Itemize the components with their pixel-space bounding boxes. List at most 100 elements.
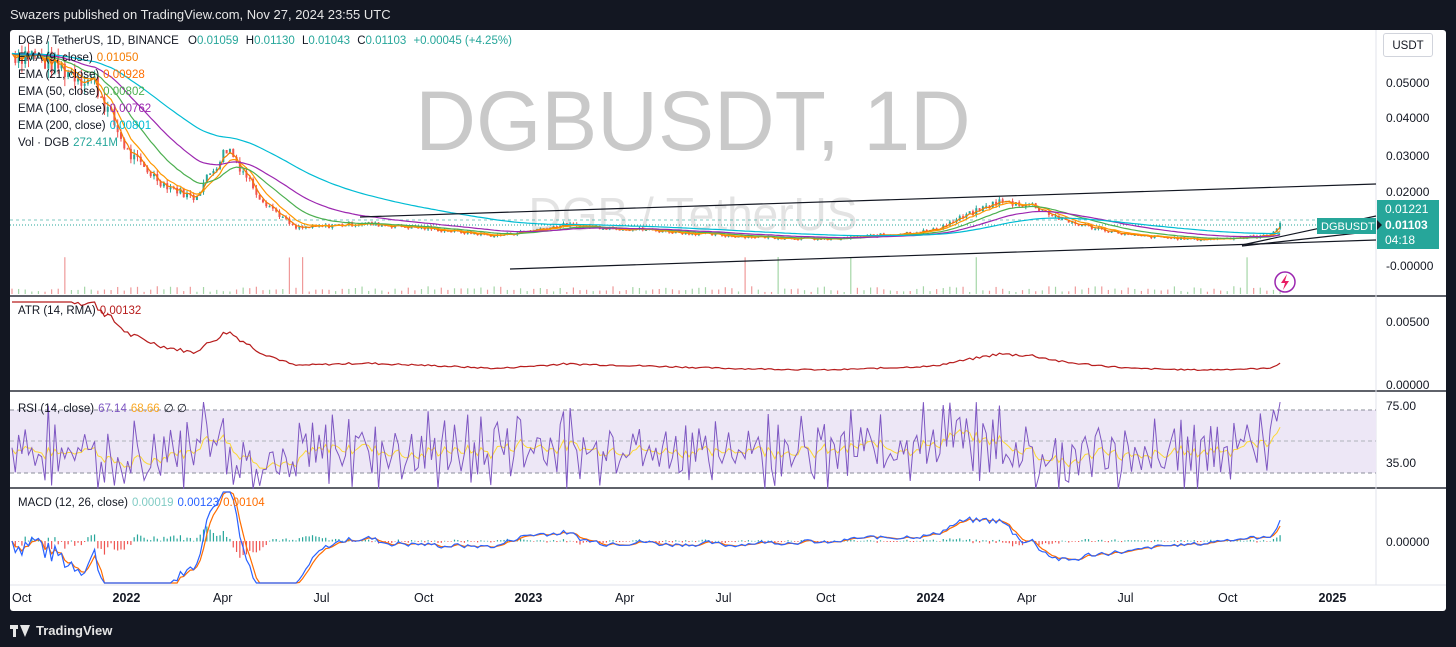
macd-histogram-bar [1163,541,1166,542]
trendline-lower[interactable] [509,239,1377,270]
volume-bar [302,257,304,294]
volume-bar [1272,289,1275,294]
candle-body [1077,223,1080,226]
volume-bar [387,291,390,294]
volume-bar [1127,287,1129,294]
volume-bar [942,288,944,294]
candle-body [24,50,27,64]
volume-bar [1206,291,1209,294]
price-tick: 0.04000 [1386,111,1430,125]
macd-histogram-bar [942,539,944,542]
price-tags: 0.01221 DGBUSDT 0.01103 04:18 [1317,200,1439,249]
macd-histogram-bar [176,538,178,542]
volume-bar [1061,291,1063,294]
macd-histogram-bar [741,540,743,542]
volume-bar [1259,287,1261,294]
macd-histogram-bar [714,540,716,542]
macd-histogram-bar [460,541,462,543]
chart-frame[interactable]: DGBUSDT, 1D DGB / TetherUS 0.05000 0.040… [10,30,1446,611]
volume-bar [493,286,495,294]
candle-body [186,193,189,198]
chart-svg[interactable]: DGBUSDT, 1D DGB / TetherUS 0.05000 0.040… [10,30,1446,611]
volume-bar [407,287,409,294]
volume-bar [744,257,746,294]
close-label: C [357,35,366,47]
macd-histogram-bar [156,538,158,542]
ema21-legend: EMA (21, close) 0.00928 [18,69,145,81]
close-value: 0.01103 [365,35,407,47]
macd-histogram-bar [1177,541,1179,543]
lightning-icon[interactable] [1274,271,1296,293]
volume-bar [315,289,317,294]
macd-histogram-bar [790,540,792,542]
macd-histogram-bar [576,541,578,543]
volume-bar [57,288,59,294]
volume-bar [770,291,773,294]
candle-body [331,225,334,228]
volume-bar [434,289,436,294]
macd-histogram-bar [619,541,621,543]
macd-histogram-bar [387,541,390,543]
rsi-legend: RSI (14, close) 67.14 68.66 ∅ ∅ [18,401,187,415]
macd-histogram-bar [853,540,855,542]
macd-histogram-bar [51,541,53,550]
macd-histogram-bar [876,541,878,543]
candle-body [209,173,212,175]
volume-bar [955,287,958,294]
candle-body [252,178,255,189]
macd-histogram-bar [655,541,657,543]
volume-bar [44,291,46,294]
low-label: L [302,35,309,47]
macd-histogram-bar [883,541,885,542]
macd-histogram-bar [272,539,274,542]
macd-histogram-bar [691,540,693,542]
candle-body [925,229,928,232]
volume-bar [11,288,13,294]
volume-bar [995,286,997,294]
trendline-upper[interactable] [359,183,1377,218]
macd-histogram-bar [1134,540,1136,542]
volume-bar [1015,291,1017,294]
macd-histogram-bar [992,539,994,542]
volume-bar [249,288,251,294]
macd-histogram-bar [444,540,446,542]
candle-body [1275,228,1278,232]
macd-histogram-bar [1269,540,1271,542]
macd-histogram-bar [219,535,221,542]
candle-body [1133,234,1136,236]
macd-histogram-bar [153,536,155,542]
volume-bar [123,290,125,294]
volume-bar [526,291,528,294]
macd-histogram-bar [556,541,558,543]
volume-bar [612,286,614,294]
macd-histogram-bar [1091,541,1093,542]
macd-histogram-bar [559,540,561,542]
macd-histogram-bar [688,541,690,543]
candle-body [232,148,235,157]
tradingview-logo[interactable]: TradingView [10,623,112,638]
candle-body [205,174,208,183]
macd-histogram-bar [179,535,182,542]
macd-histogram-bar [391,541,393,543]
macd-histogram-bar [1253,540,1255,542]
macd-histogram-bar [117,541,119,551]
volume-bar [18,288,20,294]
time-axis[interactable]: Oct 2022 Apr Jul Oct 2023 Apr Jul Oct 2024 Apr Jul O… [12,591,1346,605]
volume-bars [11,257,1281,294]
volume-bar [401,290,403,294]
macd-histogram-bar [536,540,538,542]
currency-button[interactable]: USDT [1383,33,1433,57]
volume-bar [632,287,634,294]
macd-histogram-bar [988,541,991,544]
volume-bar [473,288,475,294]
macd-histogram-bar [794,541,796,542]
macd-histogram-bar [1064,540,1067,542]
symbol-tag-bg [1317,218,1376,234]
macd-histogram-bar [800,540,802,542]
volume-bar [341,288,343,294]
candle-body [215,168,218,171]
volume-bar [1160,290,1162,294]
macd-histogram-bar [787,540,789,542]
macd-histogram-bar [305,536,307,542]
price-axis[interactable]: 0.05000 0.04000 0.03000 0.02000 -0.00000… [1386,76,1434,549]
